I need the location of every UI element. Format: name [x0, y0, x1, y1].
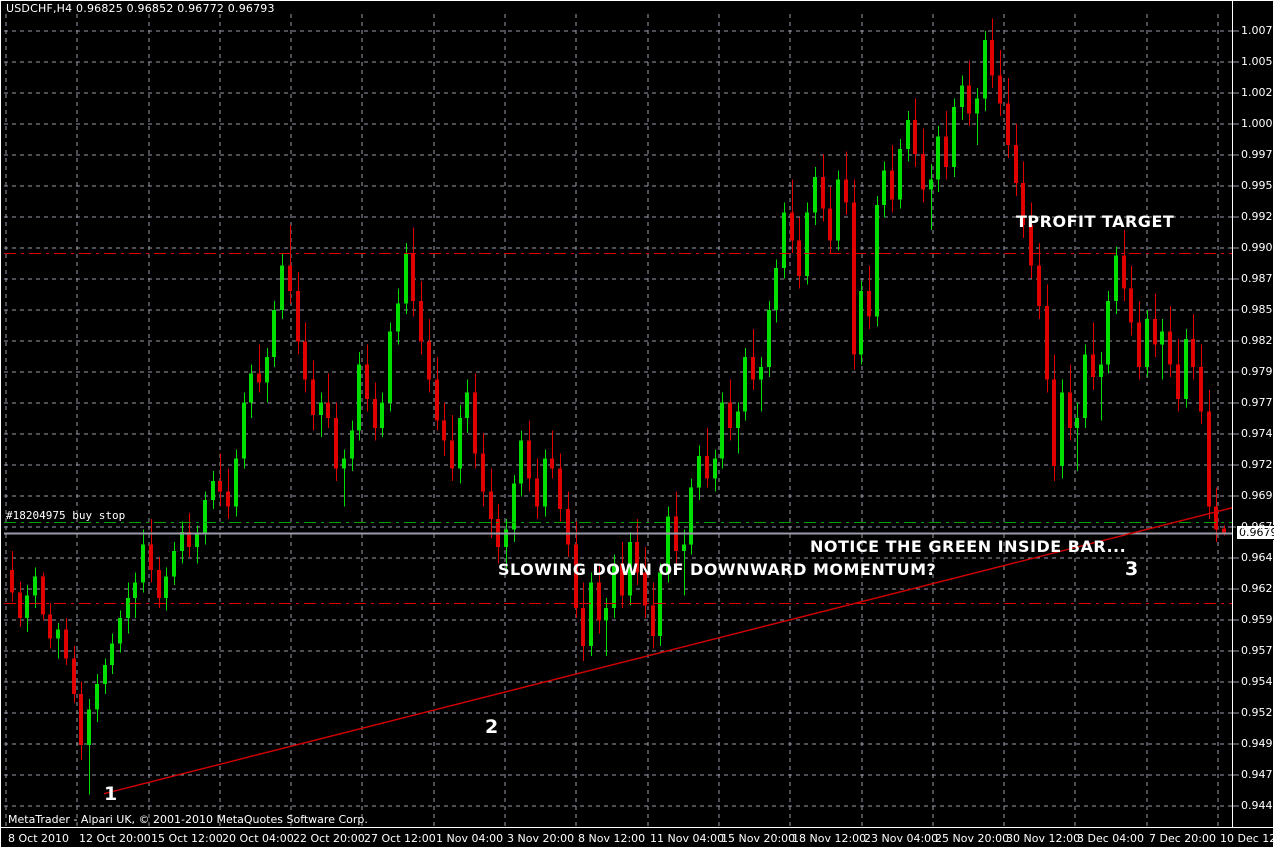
time-tick-label: 18 Nov 12:00 [792, 832, 867, 845]
time-tick-label: 7 Dec 20:00 [1149, 832, 1216, 845]
symbol-header: USDCHF,H4 0.96825 0.96852 0.96772 0.9679… [6, 2, 275, 15]
chart-annotation: TPROFIT TARGET [1016, 212, 1175, 231]
price-tick-label: 0.97995 [1241, 365, 1274, 378]
price-tick-label: 0.96490 [1241, 551, 1274, 564]
time-tick-label: 3 Nov 20:00 [507, 832, 575, 845]
price-tick-label: 0.96740 [1241, 520, 1274, 533]
price-tick-label: 0.96240 [1241, 582, 1274, 595]
time-tick-label: 15 Oct 12:00 [151, 832, 223, 845]
time-tick-label: 30 Nov 12:00 [1006, 832, 1081, 845]
time-tick-label: 12 Oct 20:00 [79, 832, 151, 845]
price-tick-label: 1.00255 [1241, 86, 1274, 99]
price-tick-label: 0.95485 [1241, 675, 1274, 688]
time-tick-label: 8 Nov 12:00 [578, 832, 646, 845]
current-price-tag: 0.96793 [1236, 524, 1274, 540]
price-tick-label: 0.98750 [1241, 272, 1274, 285]
time-tick-label: 25 Nov 20:00 [935, 832, 1010, 845]
price-tick-label: 0.98245 [1241, 334, 1274, 347]
chart-annotation: NOTICE THE GREEN INSIDE BAR... [810, 537, 1127, 556]
price-tick-label: 0.94480 [1241, 799, 1274, 812]
price-tick-label: 0.95235 [1241, 706, 1274, 719]
time-tick-label: 11 Nov 04:00 [650, 832, 725, 845]
time-tick-label: 15 Nov 20:00 [721, 832, 796, 845]
price-tick-label: 0.97495 [1241, 427, 1274, 440]
time-tick-label: 3 Dec 04:00 [1077, 832, 1144, 845]
price-tick-label: 0.99755 [1241, 148, 1274, 161]
time-tick-label: 23 Nov 04:00 [864, 832, 939, 845]
price-tick-label: 1.00505 [1241, 55, 1274, 68]
price-levels [4, 253, 1232, 604]
swing-point-marker: 2 [485, 716, 499, 738]
price-tick-label: 0.99505 [1241, 179, 1274, 192]
price-tick-label: 0.99250 [1241, 210, 1274, 223]
copyright-label: MetaTrader - Alpari UK, © 2001-2010 Meta… [8, 813, 368, 826]
time-tick-label: 27 Oct 12:00 [364, 832, 436, 845]
price-tick-label: 1.00005 [1241, 117, 1274, 130]
candlestick-series [10, 18, 1226, 795]
swing-point-marker: 1 [104, 783, 118, 805]
time-tick-label: 20 Oct 04:00 [222, 832, 294, 845]
swing-point-marker: 3 [1125, 558, 1139, 580]
price-tick-label: 0.97245 [1241, 458, 1274, 471]
price-tick-label: 0.94730 [1241, 768, 1274, 781]
price-tick-label: 0.99000 [1241, 241, 1274, 254]
price-tick-label: 0.98500 [1241, 303, 1274, 316]
time-tick-label: 1 Nov 04:00 [436, 832, 504, 845]
time-tick-label: 10 Dec 12:00 [1220, 832, 1274, 845]
price-tick-label: 0.94985 [1241, 737, 1274, 750]
price-tick-label: 0.95735 [1241, 644, 1274, 657]
ascending-support [103, 507, 1233, 795]
price-tick-label: 0.97745 [1241, 396, 1274, 409]
price-tick-label: 1.00760 [1241, 24, 1274, 37]
time-tick-label: 22 Oct 20:00 [293, 832, 365, 845]
order-label[interactable]: #18204975 buy stop [6, 508, 126, 522]
chart-annotation: SLOWING DOWN OF DOWNWARD MOMENTUM? [498, 560, 937, 579]
time-tick-label: 8 Oct 2010 [8, 832, 70, 845]
price-tick-label: 0.95985 [1241, 613, 1274, 626]
price-tick-label: 0.96990 [1241, 489, 1274, 502]
